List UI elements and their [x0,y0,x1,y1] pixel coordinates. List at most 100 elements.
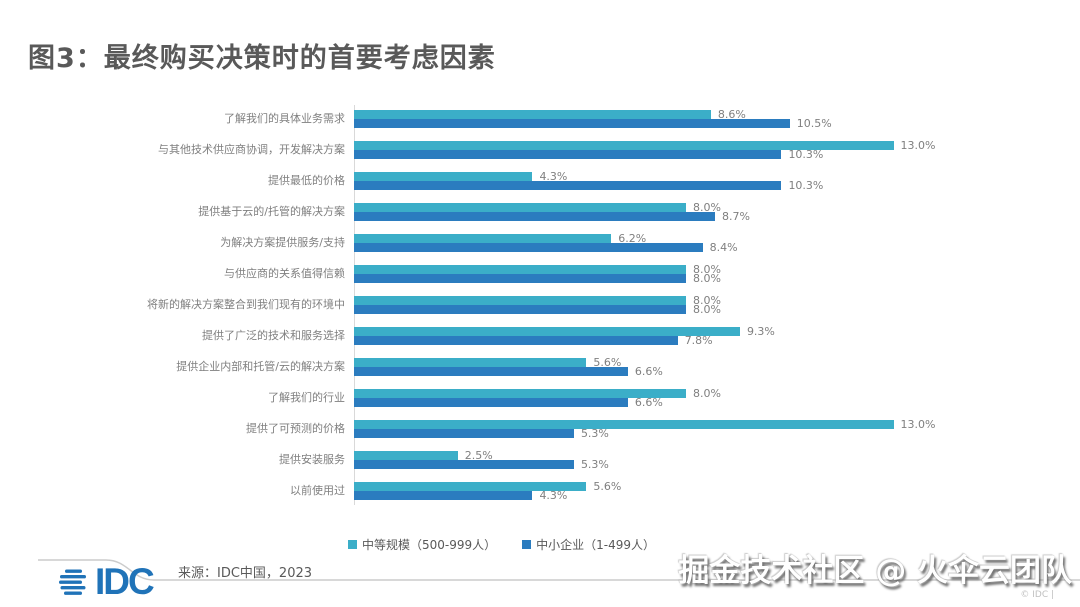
category-label: 提供最低的价格 [268,174,345,187]
bar-value-label: 8.0% [693,302,721,316]
bar-series-1: 10.5% [354,118,832,129]
bar-value-label: 5.6% [593,355,622,369]
idc-logo: IDC [56,561,155,602]
bar-value-label: 5.3% [580,457,609,471]
category-label: 与供应商的关系值得信赖 [224,267,345,280]
chart-rows: 了解我们的具体业务需求 8.6% 10.5% 与其他技术供应商协调，开发解决方案 13.… [20,109,1066,501]
bar-chart: 了解我们的具体业务需求 8.6% 10.5% 与其他技术供应商协调，开发解决方案 13.… [20,105,1066,505]
bar-group: 8.0% 8.7% [354,202,1066,222]
category-label: 了解我们的具体业务需求 [224,112,345,125]
bar-series-1: 8.4% [354,242,738,253]
bar-value-label: 10.3% [788,147,824,161]
bar-series-1: 7.8% [354,335,713,346]
bar-group: 13.0% 5.3% [354,419,1066,439]
watermark-text: 掘金技术社区 @ 火伞云团队 [678,553,1072,589]
bar-series-0: 9.3% [354,326,775,337]
legend-item-0: 中等规模（500-999人） [348,536,496,553]
bar-value-label: 8.4% [709,240,738,254]
bar-group: 5.6% 6.6% [354,357,1066,377]
bar-series-1: 4.3% [354,490,567,501]
category-label: 提供安装服务 [279,453,345,466]
legend-label: 中等规模（500-999人） [362,538,497,552]
bar-value-label: 8.6% [717,107,746,121]
bar-series-0: 8.0% [354,202,721,213]
chart-row: 与供应商的关系值得信赖 8.0% 8.0% [20,264,1066,284]
chart-row: 将新的解决方案整合到我们现有的环境中 8.0% 8.0% [20,295,1066,315]
category-label: 与其他技术供应商协调，开发解决方案 [158,143,345,156]
chart-row: 提供最低的价格 4.3% 10.3% [20,171,1066,191]
category-label: 以前使用过 [290,484,345,497]
bar-value-label: 7.8% [684,333,713,347]
bar-value-label: 13.0% [900,417,936,431]
bar-series-0: 5.6% [354,357,621,368]
legend-swatch-icon [522,540,532,549]
bar-group: 8.0% 6.6% [354,388,1066,409]
bar-value-label: 8.0% [693,271,721,285]
bar-value-label: 8.0% [693,262,721,276]
bar-value-label: 6.6% [634,395,663,409]
bar-group: 6.2% 8.4% [354,233,1066,253]
bar-value-label: 6.6% [634,364,663,378]
idc-logo-text: IDC [95,561,155,602]
bar-value-label: 4.3% [539,488,568,502]
bar-value-label: 4.3% [539,169,568,183]
footer-divider-line [38,559,1080,581]
bar-value-label: 5.3% [580,426,609,440]
bar-value-label: 10.5% [796,116,832,130]
chart-row: 提供基于云的/托管的解决方案 8.0% 8.7% [20,202,1066,222]
chart-row: 为解决方案提供服务/支持 6.2% 8.4% [20,233,1066,253]
bar-series-0: 13.0% [354,419,935,430]
bar-series-1: 8.0% [354,304,721,315]
bar-value-label: 10.3% [788,178,824,192]
bar-series-0: 5.6% [354,481,621,492]
bar-group: 8.6% 10.5% [354,109,1066,129]
legend-item-1: 中小企业（1-499人） [522,536,655,553]
bar-group: 9.3% 7.8% [354,326,1066,346]
chart-row: 以前使用过 5.6% 4.3% [20,481,1066,501]
legend-label: 中小企业（1-499人） [536,538,656,552]
bar-value-label: 9.3% [746,324,775,338]
bar-series-0: 13.0% [354,140,935,151]
source-note: 来源：IDC中国，2023 [178,566,313,581]
bar-series-1: 6.6% [354,366,663,377]
category-label: 提供基于云的/托管的解决方案 [198,205,345,218]
bar-series-0: 8.0% [354,264,721,275]
bar-series-0: 8.0% [354,295,721,306]
bar-value-label: 2.5% [464,448,493,462]
bar-value-label: 13.0% [900,138,936,152]
category-label: 提供了可预测的价格 [246,422,345,435]
bar-series-0: 8.0% [354,388,721,399]
bar-value-label: 8.0% [693,293,721,307]
bar-series-1: 8.0% [354,273,721,284]
bar-group: 2.5% 5.3% [354,450,1066,471]
bar-value-label: 8.0% [693,386,721,400]
chart-row: 了解我们的具体业务需求 8.6% 10.5% [20,109,1066,129]
chart-row: 提供安装服务 2.5% 5.3% [20,450,1066,471]
bar-value-label: 8.7% [722,209,750,223]
bar-value-label: 5.6% [593,479,622,493]
chart-row: 了解我们的行业 8.0% 6.6% [20,388,1066,409]
bar-series-1: 8.7% [354,211,750,222]
chart-title: 图3：最终购买决策时的首要考虑因素 [28,43,496,74]
bar-group: 13.0% 10.3% [354,140,1066,160]
bar-series-0: 2.5% [354,450,493,461]
bar-group: 5.6% 4.3% [354,481,1066,501]
chart-row: 提供了可预测的价格 13.0% 5.3% [20,419,1066,439]
bar-series-1: 10.3% [354,149,823,160]
category-label: 将新的解决方案整合到我们现有的环境中 [147,298,345,311]
bar-series-0: 8.6% [354,109,746,120]
bar-series-1: 10.3% [354,180,823,191]
bar-group: 4.3% 10.3% [354,171,1066,191]
bar-group: 8.0% 8.0% [354,264,1066,284]
bar-group: 8.0% 8.0% [354,295,1066,315]
chart-row: 提供了广泛的技术和服务选择 9.3% 7.8% [20,326,1066,346]
category-label: 了解我们的行业 [268,391,345,404]
bar-series-0: 6.2% [354,233,646,244]
idc-globe-icon [59,569,86,595]
bar-series-0: 4.3% [354,171,567,182]
category-label: 提供企业内部和托管/云的解决方案 [176,360,345,373]
bar-value-label: 8.0% [693,200,721,214]
legend-swatch-icon [348,540,357,549]
bar-series-1: 5.3% [354,428,609,439]
